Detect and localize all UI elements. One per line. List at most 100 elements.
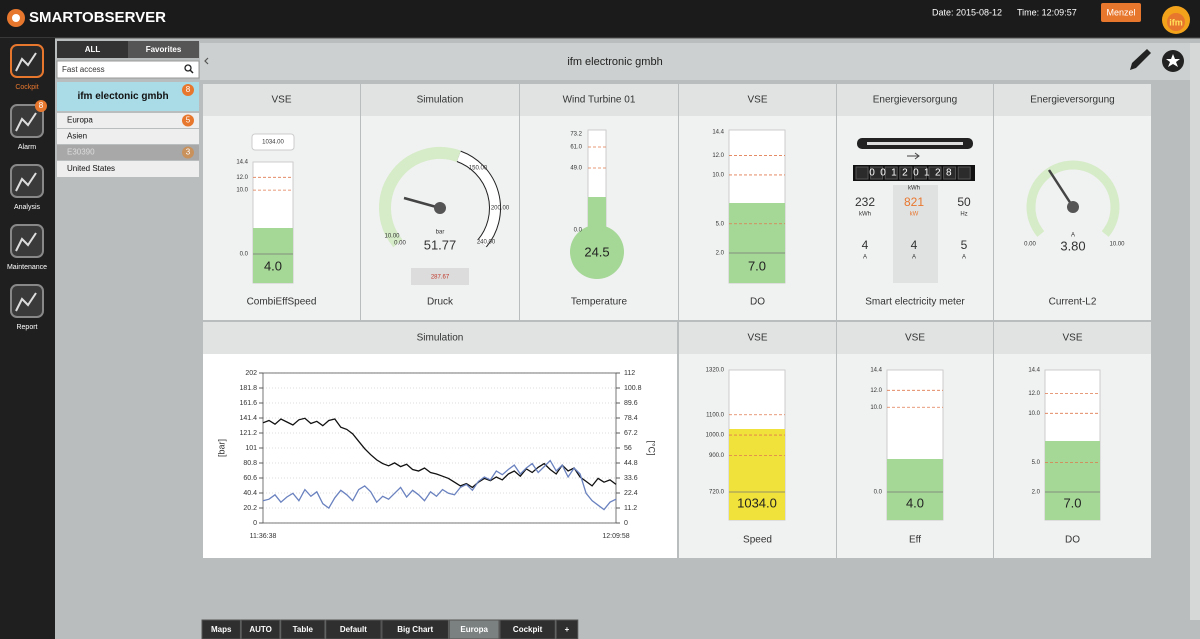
view-tab[interactable] bbox=[381, 619, 449, 639]
widget-header bbox=[520, 84, 678, 116]
meter-column bbox=[893, 185, 938, 283]
tree-badge-text: 8 bbox=[186, 85, 191, 94]
tree-tab-label: Favorites bbox=[146, 45, 182, 54]
scale-label: 10.00 bbox=[1109, 242, 1125, 248]
view-tab[interactable] bbox=[201, 619, 241, 639]
company-logo-inner bbox=[1167, 13, 1185, 31]
reading-unit: kWh bbox=[859, 212, 871, 218]
tree-tab[interactable] bbox=[128, 41, 199, 58]
tree-item[interactable] bbox=[57, 129, 199, 144]
dial-needle bbox=[1047, 169, 1075, 208]
y2-tick-label: 0 bbox=[624, 520, 628, 527]
reading-value: 232 bbox=[855, 195, 875, 209]
tree-item[interactable] bbox=[57, 82, 199, 111]
scale-label: 49.0 bbox=[570, 166, 582, 172]
level-value: 4.0 bbox=[264, 258, 282, 273]
tree-tab[interactable] bbox=[57, 41, 128, 58]
view-tab-label: Default bbox=[340, 625, 367, 634]
user-button[interactable] bbox=[1101, 3, 1141, 22]
thermo-value: 24.5 bbox=[584, 244, 609, 259]
reading-unit: A bbox=[912, 255, 916, 261]
tree-item[interactable] bbox=[57, 161, 199, 177]
reading-value: 4 bbox=[862, 238, 869, 252]
counter-cell bbox=[884, 166, 898, 180]
scale-label: 14.4 bbox=[712, 130, 724, 136]
search-placeholder: Fast access bbox=[62, 65, 105, 74]
plot-frame bbox=[262, 372, 617, 524]
y-tick-label: 40.4 bbox=[243, 490, 257, 497]
tree-badge bbox=[182, 114, 194, 127]
series-line bbox=[262, 417, 617, 489]
meter-display-glow bbox=[867, 142, 963, 145]
dial-hub bbox=[1067, 201, 1079, 213]
tree-item[interactable] bbox=[57, 145, 199, 160]
widget-header bbox=[994, 322, 1151, 354]
nav-icon-glyph bbox=[15, 52, 37, 72]
scale-label: 61.0 bbox=[570, 145, 582, 151]
view-tab-label: Europa bbox=[460, 625, 488, 634]
header-bar bbox=[0, 0, 1200, 38]
view-tab[interactable] bbox=[448, 619, 500, 639]
reading-value: 5 bbox=[961, 238, 968, 252]
page-title: ifm electronic gmbh bbox=[567, 56, 662, 68]
reading-value: 4 bbox=[911, 238, 918, 252]
nav-badge-text: 8 bbox=[39, 101, 44, 110]
widget-label: DO bbox=[750, 297, 765, 308]
view-tab[interactable] bbox=[240, 619, 281, 639]
view-tab[interactable] bbox=[499, 619, 556, 639]
widget-title: Simulation bbox=[417, 95, 464, 106]
view-tab[interactable] bbox=[280, 619, 326, 639]
collapse-arrow[interactable] bbox=[204, 57, 209, 65]
level-fill bbox=[1045, 441, 1100, 520]
widget-title: Simulation bbox=[417, 333, 464, 344]
scale-label: 900.0 bbox=[709, 453, 725, 459]
level-fill bbox=[253, 228, 293, 283]
scale-label: 2.0 bbox=[1032, 490, 1041, 496]
scale-label: 0.0 bbox=[874, 490, 883, 496]
counter-cell bbox=[913, 166, 927, 180]
view-tab[interactable] bbox=[555, 619, 579, 639]
scale-label: 10.0 bbox=[870, 405, 882, 411]
nav-icon[interactable] bbox=[10, 224, 44, 258]
scale-label: 14.4 bbox=[236, 160, 248, 166]
tree-badge bbox=[182, 146, 194, 159]
widget-body bbox=[203, 322, 677, 558]
y-tick-label: 141.4 bbox=[239, 415, 257, 422]
setpoint-value: 287.67 bbox=[431, 275, 450, 281]
widget-header bbox=[837, 322, 993, 354]
widget-title: VSE bbox=[747, 333, 767, 344]
scale-label: 0.0 bbox=[240, 252, 249, 258]
dial-hub bbox=[434, 202, 446, 214]
tree-item-label: United States bbox=[67, 164, 115, 173]
widget-title: VSE bbox=[747, 95, 767, 106]
scale-label: 12.0 bbox=[1028, 391, 1040, 397]
scale-label: 0.0 bbox=[574, 228, 583, 234]
widget-header bbox=[837, 84, 993, 116]
widget-label: DO bbox=[1065, 535, 1080, 546]
nav-icon-glyph bbox=[15, 292, 37, 312]
widget-title: VSE bbox=[1062, 333, 1082, 344]
counter-value: 00120128 bbox=[869, 168, 957, 179]
nav-icon[interactable] bbox=[10, 284, 44, 318]
level-value: 7.0 bbox=[748, 258, 766, 273]
tree-item[interactable] bbox=[57, 113, 199, 128]
y2-tick-label: 78.4 bbox=[624, 415, 638, 422]
scale-label: 12.0 bbox=[236, 175, 248, 181]
search-box[interactable] bbox=[56, 60, 200, 79]
reading-unit: A bbox=[863, 255, 867, 261]
level-fill bbox=[729, 429, 785, 520]
widget-label: Current-L2 bbox=[1049, 297, 1097, 308]
view-tab[interactable] bbox=[325, 619, 382, 639]
nav-icon[interactable] bbox=[10, 164, 44, 198]
scale-label: 12.0 bbox=[870, 388, 882, 394]
y2-tick-label: 100.8 bbox=[624, 385, 642, 392]
counter-cell bbox=[943, 166, 957, 180]
widget-title: VSE bbox=[271, 95, 291, 106]
reading-value: 821 bbox=[904, 195, 924, 209]
view-tab-label: Big Chart bbox=[397, 625, 433, 634]
nav-icon[interactable] bbox=[10, 44, 44, 78]
widget-label: Smart electricity meter bbox=[865, 297, 965, 308]
scale-label: 1000.0 bbox=[706, 433, 725, 439]
edit-icon[interactable] bbox=[1130, 49, 1151, 70]
y-tick-label: 60.6 bbox=[243, 475, 257, 482]
